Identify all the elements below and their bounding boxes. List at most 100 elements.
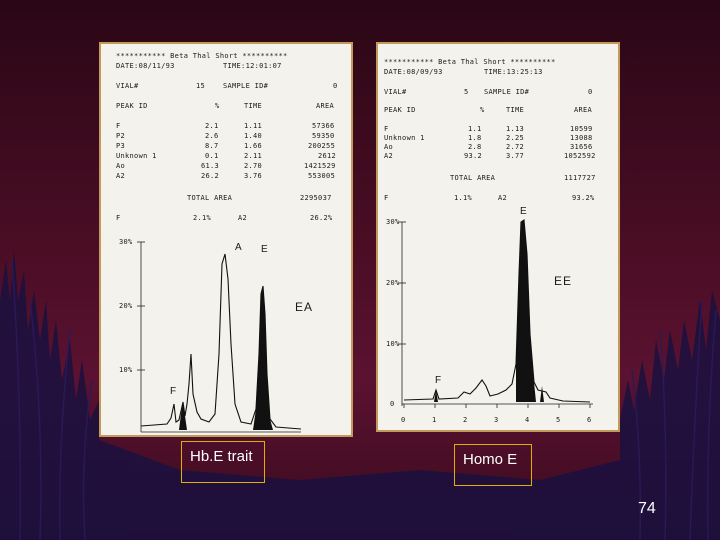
peak-a-label: A [235, 242, 243, 253]
peak-area: 57366 [312, 122, 335, 130]
peak-time: 1.40 [244, 132, 263, 140]
col-peak-id: PEAK ID [116, 102, 148, 110]
col-area: AREA [574, 106, 593, 114]
x-tick-label: 6 [587, 416, 592, 424]
peak-area: 553005 [308, 172, 336, 180]
col-percent: % [480, 106, 485, 114]
col-area: AREA [316, 102, 335, 110]
f-value: 2.1% [193, 214, 212, 222]
x-tick-label: 3 [494, 416, 499, 424]
total-area-value: 1117727 [564, 174, 596, 182]
peak-f-label: F [435, 375, 443, 386]
total-area-label: TOTAL AREA [450, 174, 496, 182]
sample-number: 0 [588, 88, 593, 96]
col-time: TIME [244, 102, 263, 110]
peak-id: F [384, 125, 389, 133]
peak-id: A2 [116, 172, 126, 180]
f-label: F [384, 194, 389, 202]
peak-id: A2 [384, 152, 394, 160]
peak-percent: 1.8 [468, 134, 482, 142]
peak-time: 1.11 [244, 122, 263, 130]
peak-percent: 93.2 [464, 152, 483, 160]
left-chromatogram-trace [137, 241, 302, 433]
y-tick-label: 10% [386, 340, 400, 348]
slide-number: 74 [638, 500, 656, 517]
f-value: 1.1% [454, 194, 473, 202]
peak-area: 1052592 [564, 152, 596, 160]
peak-id: Unknown 1 [384, 134, 425, 142]
total-area-value: 2295037 [300, 194, 332, 202]
peak-time: 3.77 [506, 152, 525, 160]
right-chromatogram-report: *********** Beta Thal Short ********** D… [376, 42, 620, 432]
total-area-label: TOTAL AREA [187, 194, 233, 202]
f-label: F [116, 214, 121, 222]
report-header: *********** Beta Thal Short ********** [384, 58, 556, 66]
right-chromatogram-trace [398, 219, 593, 408]
peak-percent: 1.1 [468, 125, 482, 133]
x-tick-label: 1 [432, 416, 437, 424]
sample-label: SAMPLE ID# [223, 82, 269, 90]
peak-percent: 2.6 [205, 132, 219, 140]
report-time: TIME:12:01:07 [223, 62, 282, 70]
peak-id: F [116, 122, 121, 130]
a2-label: A2 [498, 194, 508, 202]
y-tick-label: 10% [119, 366, 133, 374]
peak-area: 1421529 [304, 162, 336, 170]
genotype-annotation: EE [554, 274, 573, 288]
peak-time: 2.25 [506, 134, 525, 142]
sample-label: SAMPLE ID# [484, 88, 530, 96]
peak-time: 2.70 [244, 162, 263, 170]
x-tick-label: 0 [401, 416, 406, 424]
vial-label: VIAL# [384, 88, 407, 96]
x-tick-label: 5 [556, 416, 561, 424]
peak-percent: 2.1 [205, 122, 219, 130]
report-header: *********** Beta Thal Short ********** [116, 52, 288, 60]
peak-percent: 0.1 [205, 152, 219, 160]
peak-percent: 8.7 [205, 142, 219, 150]
a2-label: A2 [238, 214, 248, 222]
col-time: TIME [506, 106, 525, 114]
report-date: DATE:08/11/93 [116, 62, 175, 70]
peak-area: 10599 [570, 125, 593, 133]
peak-area: 2612 [318, 152, 337, 160]
y-tick-label: 20% [386, 279, 400, 287]
peak-f-label: F [170, 386, 178, 397]
caption-homo-e: Homo E [454, 444, 532, 486]
peak-time: 2.11 [244, 152, 263, 160]
caption-hbe-trait: Hb.E trait [181, 441, 265, 483]
peak-time: 2.72 [506, 143, 525, 151]
peak-area: 31656 [570, 143, 593, 151]
peak-e-label: E [261, 244, 269, 255]
peak-time: 1.13 [506, 125, 525, 133]
report-date: DATE:08/09/93 [384, 68, 443, 76]
y-tick-label: 30% [386, 218, 400, 226]
vial-number: 5 [464, 88, 469, 96]
peak-area: 200255 [308, 142, 336, 150]
peak-id: P2 [116, 132, 126, 140]
sample-number: 0 [333, 82, 338, 90]
a2-value: 93.2% [572, 194, 595, 202]
left-chromatogram-report: *********** Beta Thal Short ********** D… [99, 42, 353, 437]
col-percent: % [215, 102, 220, 110]
peak-e-label: E [520, 206, 528, 217]
y-tick-label: 20% [119, 302, 133, 310]
peak-id: Unknown 1 [116, 152, 157, 160]
col-peak-id: PEAK ID [384, 106, 416, 114]
peak-percent: 61.3 [201, 162, 220, 170]
x-tick-label: 4 [525, 416, 530, 424]
peak-percent: 26.2 [201, 172, 220, 180]
peak-time: 1.66 [244, 142, 263, 150]
a2-value: 26.2% [310, 214, 333, 222]
report-time: TIME:13:25:13 [484, 68, 543, 76]
genotype-annotation: EA [295, 300, 314, 314]
x-tick-label: 2 [463, 416, 468, 424]
vial-number: 15 [196, 82, 206, 90]
peak-area: 59350 [312, 132, 335, 140]
peak-area: 13088 [570, 134, 593, 142]
y-tick-label: 0 [390, 400, 395, 408]
peak-id: P3 [116, 142, 126, 150]
peak-time: 3.76 [244, 172, 263, 180]
peak-id: Ao [116, 162, 126, 170]
peak-percent: 2.8 [468, 143, 482, 151]
